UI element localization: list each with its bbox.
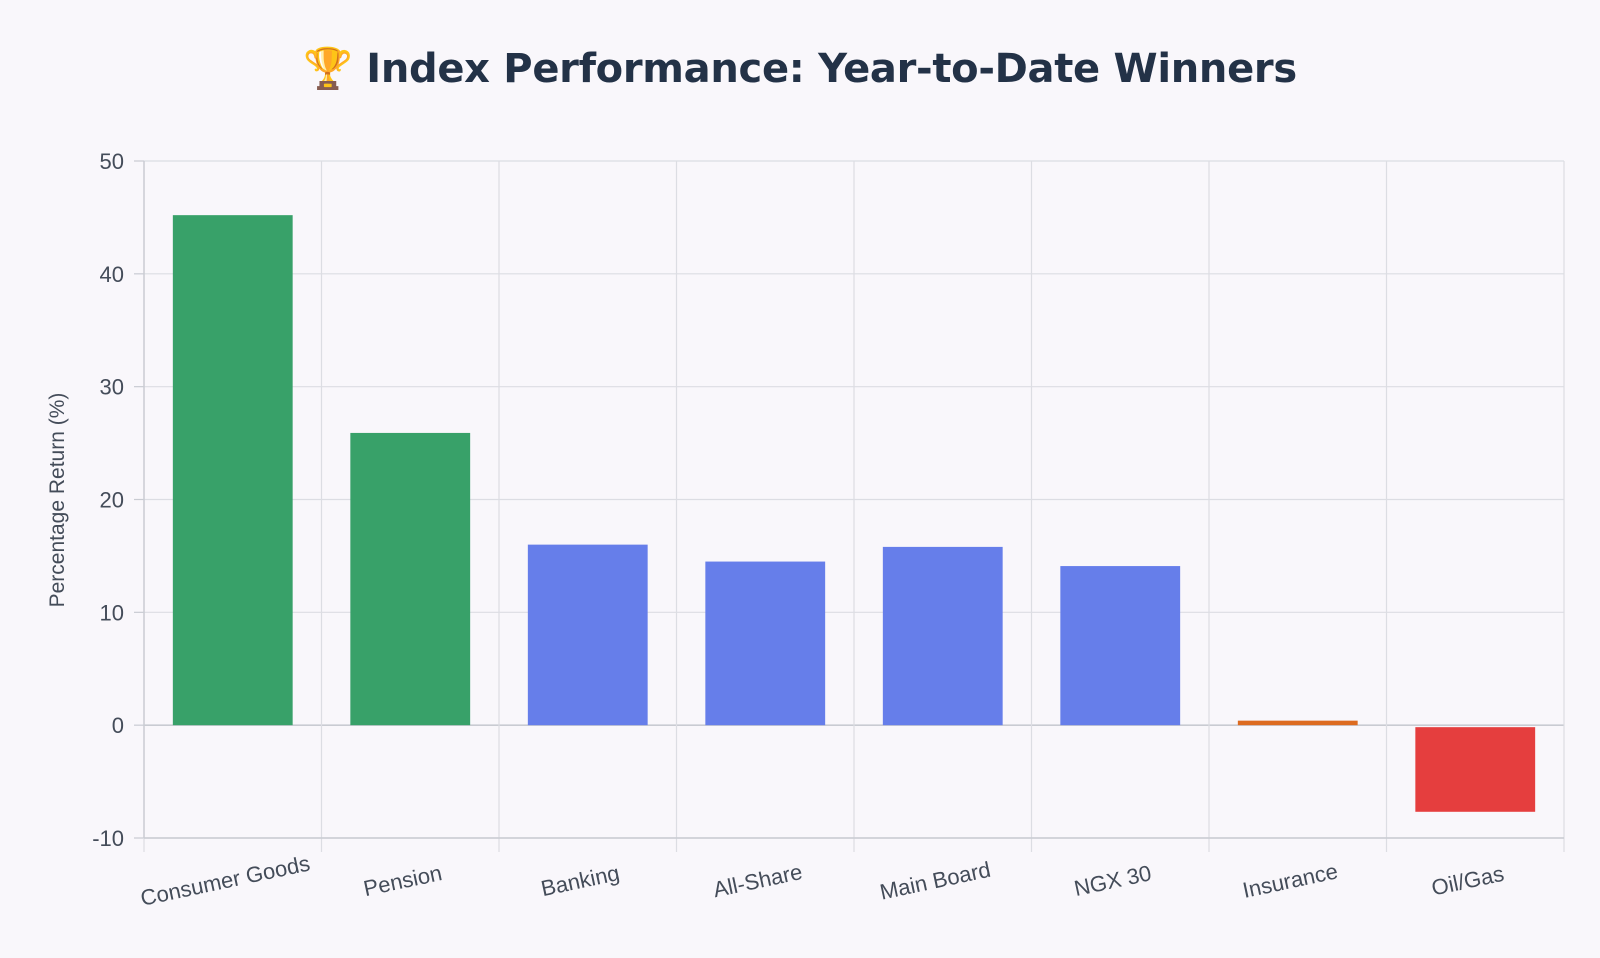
y-tick-label: 10 <box>100 600 124 625</box>
x-tick-label: Oil/Gas <box>1429 861 1506 901</box>
bars <box>172 215 1536 812</box>
y-tick-label: 0 <box>112 713 124 738</box>
x-tick-label: All-Share <box>711 859 805 902</box>
bar <box>172 215 293 726</box>
y-tick-label: 30 <box>100 375 124 400</box>
bar <box>1060 566 1181 726</box>
y-tick-label: 20 <box>100 488 124 513</box>
x-tick-label: NGX 30 <box>1072 860 1154 901</box>
x-tick-label: Insurance <box>1240 858 1340 903</box>
x-tick-label: Pension <box>361 860 444 901</box>
bar <box>705 561 826 726</box>
x-tick-label: Banking <box>539 860 622 901</box>
y-tick-label: 40 <box>100 262 124 287</box>
y-tick-labels: -10 0 10 20 30 40 50 <box>92 149 124 851</box>
bar <box>1237 720 1358 726</box>
y-axis-label: Percentage Return (%) <box>46 393 69 608</box>
x-tick-label: Consumer Goods <box>138 851 312 911</box>
y-tick-label: 50 <box>100 149 124 174</box>
chart-title: 🏆 Index Performance: Year-to-Date Winner… <box>303 45 1297 92</box>
x-tick-label: Main Board <box>878 857 993 905</box>
title-row: 🏆 Index Performance: Year-to-Date Winner… <box>0 36 1600 100</box>
bar <box>350 432 471 726</box>
bar <box>882 546 1003 726</box>
bar <box>527 544 648 726</box>
grid-lines <box>134 160 1565 852</box>
y-tick-label: -10 <box>92 826 124 851</box>
bar <box>1415 727 1536 812</box>
x-tick-labels: Consumer Goods Pension Banking All-Share Mai… <box>138 851 1506 911</box>
axes <box>143 161 1564 839</box>
